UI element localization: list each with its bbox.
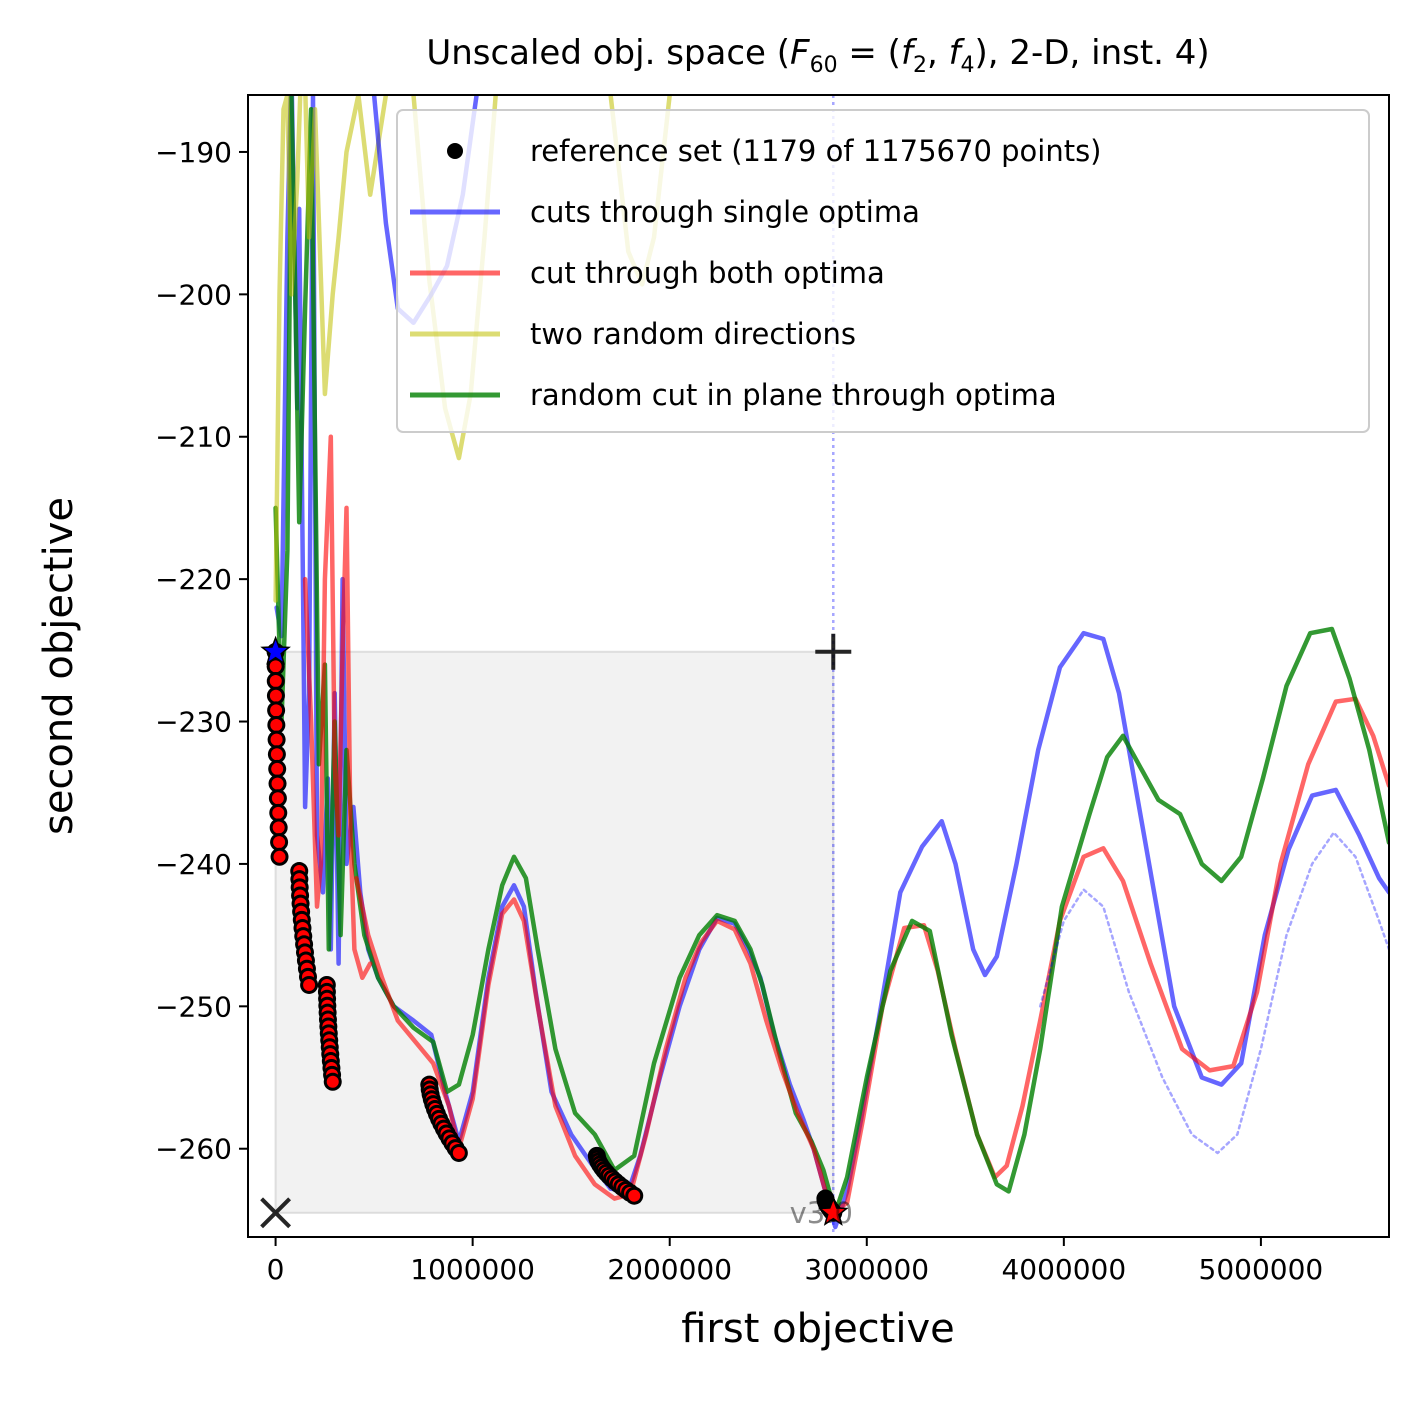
optimum-1-star — [260, 635, 291, 665]
x-tick-label: 4000000 — [1001, 1253, 1126, 1286]
legend: reference set (1179 of 1175670 points) cu… — [396, 109, 1370, 433]
x-tick-label: 1000000 — [410, 1253, 535, 1286]
legend-label: random cut in plane through optima — [530, 378, 1057, 412]
reference-point-core — [271, 792, 284, 805]
reference-point-core — [326, 1075, 339, 1088]
legend-label: cut through both optima — [530, 256, 885, 290]
y-tick-label: −260 — [155, 1133, 232, 1166]
legend-box — [396, 109, 1370, 433]
x-axis-label: first objective — [681, 1306, 955, 1352]
reference-point-core — [269, 689, 282, 702]
reference-point-core — [452, 1146, 465, 1159]
reference-point-core — [269, 675, 282, 688]
y-tick-label: −230 — [155, 706, 232, 739]
x-tick-label: 0 — [267, 1253, 285, 1286]
reference-point-core — [303, 978, 316, 991]
series-line-3 — [273, 95, 389, 603]
x-tick-label: 3000000 — [804, 1253, 929, 1286]
legend-marker — [447, 143, 463, 159]
legend-label: reference set (1179 of 1175670 points) — [530, 134, 1102, 168]
reference-point-core — [269, 660, 282, 673]
ideal-point-marker — [260, 1197, 292, 1229]
y-tick-label: −200 — [155, 278, 232, 311]
y-tick-label: −220 — [155, 563, 232, 596]
y-tick-label: −250 — [155, 990, 232, 1023]
reference-point-core — [270, 733, 283, 746]
reference-point-core — [273, 850, 286, 863]
x-tick-label: 5000000 — [1199, 1253, 1324, 1286]
reference-point-core — [628, 1189, 641, 1202]
reference-point-core — [270, 718, 283, 731]
series-line-1 — [831, 696, 1389, 1216]
reference-point-core — [271, 762, 284, 775]
chart-title: Unscaled obj. space (F60 = (f2, f4), 2-D… — [426, 33, 1209, 78]
legend-label: cuts through single optima — [530, 195, 920, 229]
reference-point-core — [273, 836, 286, 849]
reference-point-core — [270, 704, 283, 717]
series-line-7 — [302, 434, 373, 981]
x-axis: 0 1000000 2000000 3000000 4000000 5000000 — [267, 1237, 1324, 1286]
version-annotation: v3.0 — [790, 1196, 853, 1230]
series-line-9 — [1038, 831, 1389, 1155]
reference-point-core — [272, 806, 285, 819]
reference-point-core — [271, 777, 284, 790]
legend-label: two random directions — [530, 317, 856, 351]
nadir-point-marker — [815, 633, 852, 670]
series-line-8 — [354, 875, 836, 1216]
dominated-region — [274, 650, 835, 1214]
reference-point-core — [272, 821, 285, 834]
axes-frame — [247, 94, 1390, 1238]
y-axis-label: second objective — [36, 497, 82, 835]
reference-point-core — [270, 748, 283, 761]
y-tick-label: −240 — [155, 848, 232, 881]
y-axis: −190 −200 −210 −220 −230 −240 −250 −260 — [155, 136, 248, 1166]
y-tick-label: −210 — [155, 421, 232, 454]
x-tick-label: 2000000 — [607, 1253, 732, 1286]
y-tick-label: −190 — [155, 136, 232, 169]
optimum-2-star — [817, 1196, 849, 1226]
